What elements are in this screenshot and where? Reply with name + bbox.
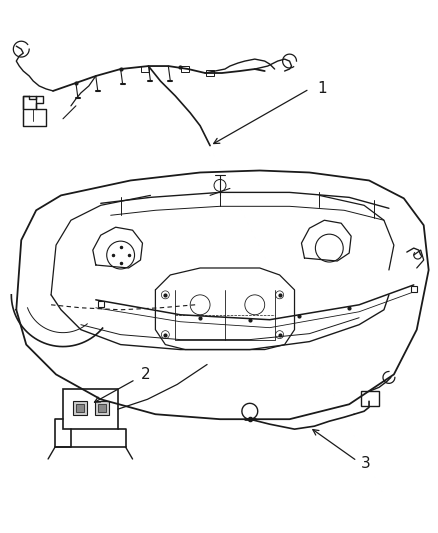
Text: 3: 3 <box>361 456 371 472</box>
FancyBboxPatch shape <box>73 401 87 415</box>
FancyBboxPatch shape <box>206 70 214 76</box>
FancyBboxPatch shape <box>98 404 106 412</box>
FancyBboxPatch shape <box>361 391 379 406</box>
FancyBboxPatch shape <box>63 389 118 429</box>
Text: 2: 2 <box>141 367 150 382</box>
FancyBboxPatch shape <box>181 66 189 72</box>
FancyBboxPatch shape <box>76 404 84 412</box>
FancyBboxPatch shape <box>95 401 109 415</box>
FancyBboxPatch shape <box>141 66 149 72</box>
Text: 1: 1 <box>318 82 327 96</box>
